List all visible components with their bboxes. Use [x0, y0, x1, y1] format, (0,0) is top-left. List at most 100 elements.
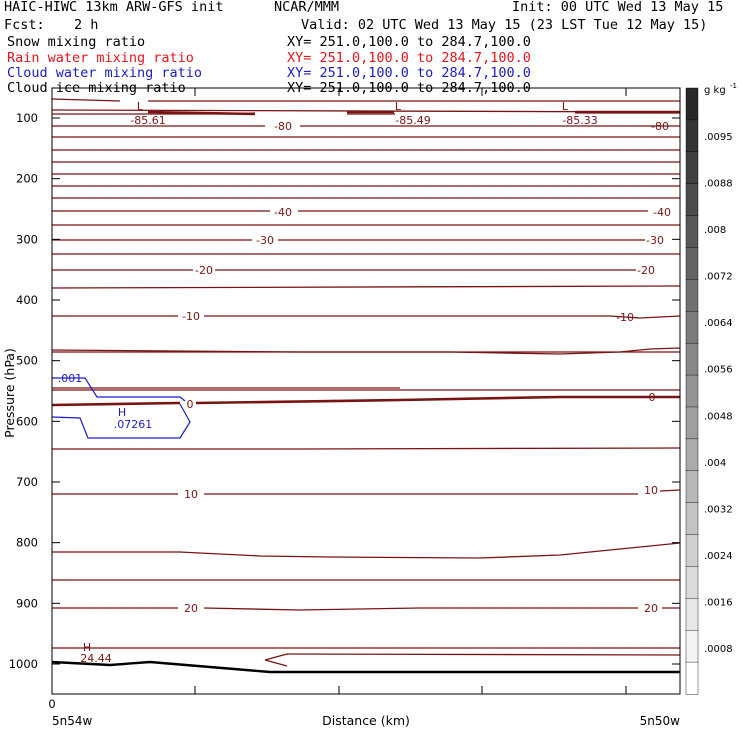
- y-tick-label: 800: [16, 536, 38, 550]
- temp-label: 0: [187, 398, 194, 411]
- y-tick-label: 700: [16, 475, 38, 489]
- cloud-water-contour-upper: [52, 377, 186, 402]
- x-end-label-west: 5n54w: [52, 714, 93, 728]
- colorbar-swatch: [685, 598, 699, 631]
- colorbar-label: .004: [704, 458, 726, 469]
- colorbar-label: .0072: [704, 272, 733, 283]
- colorbar-swatch: [685, 661, 699, 695]
- y-axis: 1002003004005006007008009001000Pressure …: [2, 111, 680, 671]
- temp-label: -40: [274, 206, 292, 219]
- field-snow-xy: XY= 251.0,100.0 to 284.7,100.0: [287, 34, 531, 50]
- init-time: Init: 00 UTC Wed 13 May 15: [512, 0, 724, 15]
- temp-label: 24.44: [80, 652, 112, 665]
- upper-thick-contour-west: [147, 110, 256, 116]
- temp-label: -30: [646, 234, 664, 247]
- temp-label: -40: [653, 206, 671, 219]
- temp-label: -80: [651, 120, 669, 133]
- temp-label: -80: [274, 120, 292, 133]
- field-rain-xy: XY= 251.0,100.0 to 284.7,100.0: [287, 50, 531, 66]
- y-tick-label: 500: [16, 354, 38, 368]
- x-end-label-east: 5n50w: [640, 714, 681, 728]
- colorbar-swatch: [685, 566, 699, 600]
- colorbar-label: .008: [704, 225, 726, 236]
- forecast-value: 2 h: [74, 17, 99, 33]
- valid-time: Valid: 02 UTC Wed 13 May 15 (23 LST Tue …: [301, 17, 708, 33]
- field-cloudwater-name: Cloud water mixing ratio: [7, 65, 203, 81]
- field-snow-name: Snow mixing ratio: [7, 34, 146, 50]
- high-marker: H: [118, 406, 126, 419]
- colorbar-label: .0056: [704, 365, 733, 376]
- temp-label: 20: [644, 602, 658, 615]
- y-tick-label: 900: [16, 596, 38, 610]
- colorbar-swatch: [685, 470, 699, 504]
- colorbar-swatch: [685, 342, 699, 376]
- colorbar-swatch: [685, 183, 699, 217]
- temperature-contours: [51, 98, 681, 389]
- x-tick-label: 0: [48, 697, 55, 711]
- temp-label: -85.61: [130, 114, 165, 127]
- y-tick-label: 400: [16, 293, 38, 307]
- temp-label: -10: [616, 311, 634, 324]
- y-tick-label: 1000: [9, 657, 38, 671]
- temp-label: -85.33: [562, 114, 597, 127]
- low-marker: L: [562, 100, 569, 113]
- y-axis-label: Pressure (hPa): [2, 348, 17, 438]
- y-tick-label: 100: [16, 111, 38, 125]
- plot-frame: [51, 87, 681, 695]
- field-cloudwater-xy: XY= 251.0,100.0 to 284.7,100.0: [287, 65, 531, 81]
- field-rain-name: Rain water mixing ratio: [7, 50, 194, 66]
- colorbar-swatch: [685, 374, 699, 408]
- x-axis-label: Distance (km): [322, 713, 410, 728]
- high-marker: H: [83, 641, 91, 654]
- colorbar-label: .0032: [704, 504, 733, 515]
- temp-label: 10: [644, 484, 658, 497]
- temp-label: -20: [637, 264, 655, 277]
- temp-label: -85.49: [395, 114, 430, 127]
- colorbar-swatch: [685, 311, 699, 344]
- colorbar-swatch: [685, 119, 699, 153]
- colorbar-label: .0008: [704, 644, 733, 655]
- colorbar-label: .0095: [704, 132, 733, 143]
- temp-label: 10: [184, 488, 198, 501]
- temp-label: 0: [649, 391, 656, 404]
- temp-label: -30: [256, 234, 274, 247]
- temp-label: 20: [184, 602, 198, 615]
- cloud-water-contour-lower: [51, 403, 191, 439]
- colorbar-swatch: [685, 502, 699, 536]
- cloud-water-label: .001: [58, 372, 83, 385]
- center-label: NCAR/MMM: [274, 0, 340, 15]
- colorbar-label: .0024: [704, 551, 733, 562]
- forecast-label: Fcst:: [4, 17, 45, 33]
- colorbar-swatch: [685, 438, 699, 472]
- low-marker: L: [395, 100, 402, 113]
- temp-label: -10: [182, 310, 200, 323]
- colorbar-swatch: [685, 151, 699, 185]
- colorbar-unit: g kg: [704, 85, 726, 96]
- colorbar-swatch: [685, 630, 699, 663]
- low-marker: L: [137, 100, 144, 113]
- colorbar-swatch: [685, 406, 699, 440]
- colorbar-label: .0064: [704, 318, 733, 329]
- cloud-water-label: .07261: [114, 418, 153, 431]
- colorbar-label: .0048: [704, 411, 733, 422]
- colorbar-swatch: [685, 215, 699, 249]
- colorbar-swatch: [685, 247, 699, 281]
- colorbar-label: .0016: [704, 597, 733, 608]
- y-tick-label: 200: [16, 172, 38, 186]
- colorbar-swatch: [685, 279, 699, 312]
- colorbar-swatch: [685, 87, 699, 121]
- temp-label: -20: [195, 264, 213, 277]
- y-tick-label: 600: [16, 414, 38, 428]
- terrain-line: [51, 660, 680, 674]
- contour-labels: L-85.61L-85.49L-85.33-80 -80-40 -40-30 -30-…: [58, 100, 671, 665]
- colorbar-unit-exponent: -1: [730, 82, 737, 90]
- lower-temperature-contours: [51, 347, 681, 667]
- model-title: HAIC-HIWC 13km ARW-GFS init: [4, 0, 224, 15]
- zero-degree-contour-east: [195, 395, 680, 405]
- colorbar-label: .0088: [704, 179, 733, 190]
- x-axis: 0 5n54w 5n50w Distance (km): [48, 88, 680, 728]
- zero-degree-contour: [51, 401, 181, 407]
- y-tick-label: 300: [16, 232, 38, 246]
- colorbar: .0095 .0088 .008 .0072 .0064 .0056 .0048 .004 .0…: [685, 82, 737, 695]
